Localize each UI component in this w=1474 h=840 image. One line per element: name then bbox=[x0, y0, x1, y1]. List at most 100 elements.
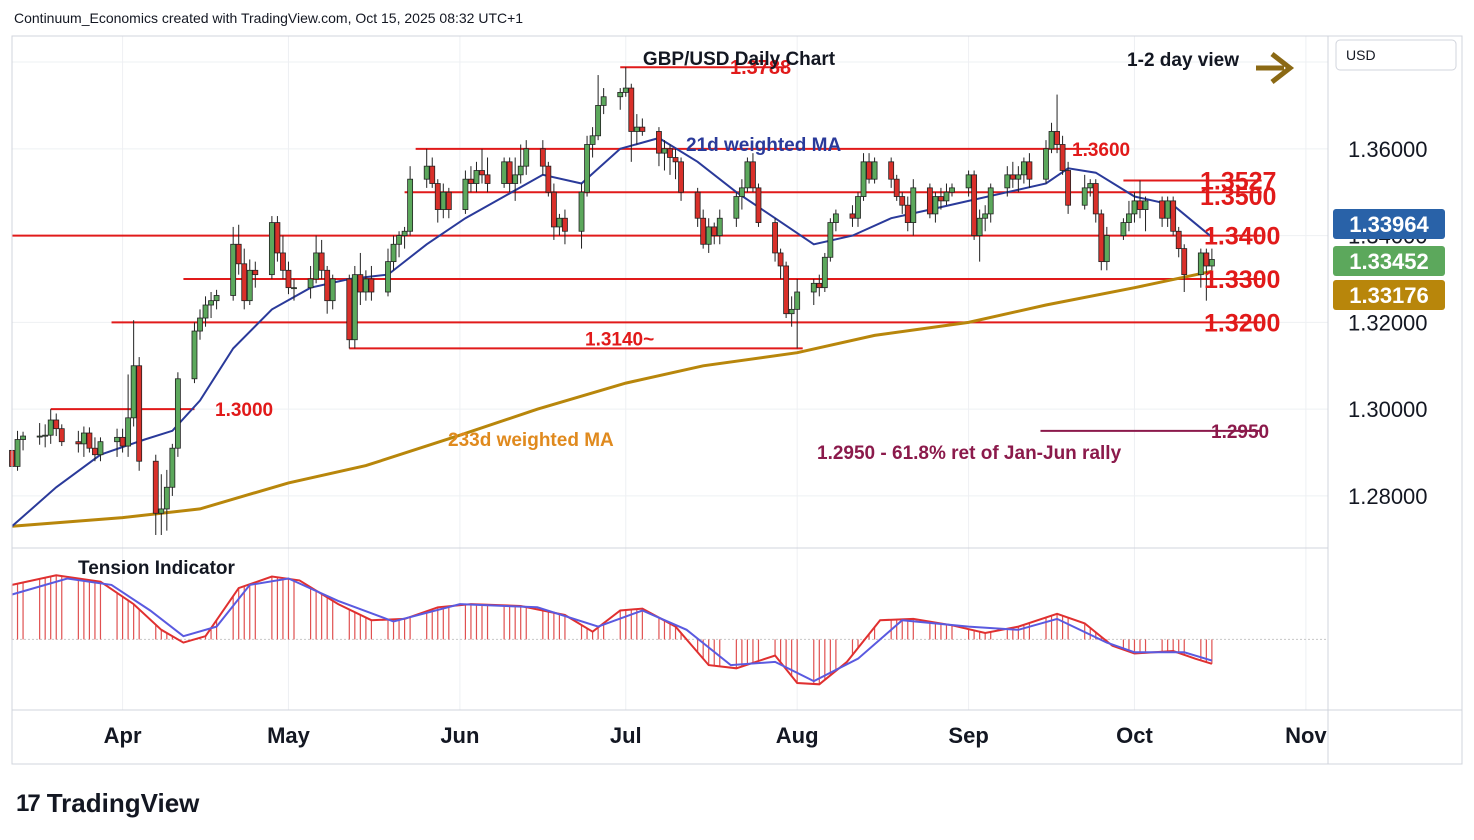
candle-body bbox=[667, 148, 673, 158]
candle-body bbox=[949, 187, 955, 193]
candle-body bbox=[1131, 200, 1138, 215]
candle-body bbox=[1126, 213, 1132, 223]
candle bbox=[407, 166, 414, 236]
candle bbox=[899, 192, 906, 214]
candle-body bbox=[241, 263, 248, 302]
candle bbox=[268, 216, 275, 279]
candle bbox=[114, 428, 120, 457]
candle bbox=[462, 170, 469, 214]
candle bbox=[512, 157, 519, 201]
candle bbox=[197, 309, 203, 340]
x-tick-label: Jul bbox=[610, 723, 642, 748]
candle-body bbox=[661, 148, 668, 154]
candle bbox=[949, 183, 955, 197]
candle bbox=[235, 224, 242, 275]
candle-body bbox=[1208, 259, 1215, 267]
candle bbox=[1065, 161, 1072, 214]
candle-body bbox=[976, 217, 983, 236]
candle bbox=[329, 274, 336, 310]
candle bbox=[434, 179, 441, 223]
candle bbox=[1208, 248, 1215, 271]
price-badge: 1.33176 bbox=[1333, 280, 1445, 310]
ma21-line bbox=[11, 136, 1213, 528]
y-tick-label: 1.32000 bbox=[1348, 310, 1428, 335]
candle-body bbox=[346, 278, 353, 341]
candle bbox=[53, 413, 60, 437]
candle bbox=[479, 148, 485, 184]
candle-body bbox=[622, 87, 629, 93]
candle bbox=[1103, 226, 1110, 271]
candle bbox=[578, 183, 585, 249]
candle-body bbox=[750, 161, 756, 189]
candle bbox=[346, 274, 353, 349]
level-label: 1.3300 bbox=[1204, 266, 1280, 294]
candle-body bbox=[484, 174, 491, 184]
candle bbox=[628, 83, 635, 162]
candle bbox=[119, 428, 126, 453]
candle bbox=[241, 248, 248, 310]
candle-body bbox=[849, 213, 856, 219]
candle-body bbox=[938, 196, 944, 202]
candle bbox=[1087, 179, 1094, 197]
level-label: 1.3788 bbox=[730, 57, 791, 79]
candle bbox=[661, 140, 668, 171]
candle bbox=[1020, 157, 1027, 184]
candle-body bbox=[1081, 187, 1088, 206]
candle bbox=[639, 118, 646, 136]
candle-body bbox=[904, 204, 911, 223]
candle-body bbox=[152, 460, 159, 514]
level-label: 1.3500 bbox=[1200, 183, 1276, 211]
candle-body bbox=[578, 191, 585, 232]
candle bbox=[938, 187, 944, 210]
candle-body bbox=[694, 191, 701, 219]
candle bbox=[866, 153, 872, 184]
candle-body bbox=[307, 278, 314, 289]
candle bbox=[672, 148, 679, 180]
candle-body bbox=[125, 417, 132, 447]
candle-body bbox=[274, 222, 281, 254]
candle bbox=[1164, 196, 1171, 227]
candle-body bbox=[705, 226, 712, 245]
candle-body bbox=[313, 252, 320, 280]
x-tick-label: Apr bbox=[104, 723, 142, 748]
candle bbox=[855, 192, 861, 227]
level-label: 1.3140~ bbox=[585, 329, 654, 350]
candle-body bbox=[368, 278, 375, 293]
candle bbox=[396, 231, 402, 258]
candle-body bbox=[213, 295, 220, 302]
candle bbox=[943, 183, 950, 206]
candle-body bbox=[932, 196, 939, 215]
candle bbox=[58, 424, 65, 447]
candle bbox=[545, 161, 552, 197]
candle-body bbox=[318, 252, 325, 271]
candle-body bbox=[788, 308, 795, 315]
tension-indicator-label: Tension Indicator bbox=[78, 558, 236, 579]
tradingview-logo-icon: 17 bbox=[16, 789, 41, 817]
candle bbox=[595, 75, 602, 141]
candle bbox=[705, 218, 712, 253]
candle-body bbox=[285, 269, 292, 289]
tradingview-brand[interactable]: 17 TradingView bbox=[16, 788, 199, 819]
candle bbox=[849, 205, 856, 227]
candle-body bbox=[58, 428, 65, 443]
candle bbox=[1015, 166, 1022, 193]
ma21-label: 21d weighted MA bbox=[686, 135, 841, 156]
candle-body bbox=[14, 439, 21, 467]
candle bbox=[744, 157, 751, 193]
candle bbox=[539, 140, 546, 175]
candle bbox=[860, 153, 867, 201]
level-label: 1.3527 bbox=[1200, 167, 1276, 195]
candle-body bbox=[158, 508, 165, 514]
candle-body bbox=[816, 282, 823, 289]
candle-body bbox=[130, 365, 137, 419]
candle-body bbox=[512, 174, 519, 184]
candle-body bbox=[42, 434, 49, 437]
brand-name: TradingView bbox=[46, 788, 200, 818]
candle-body bbox=[550, 191, 557, 228]
price-badge: 1.33452 bbox=[1333, 246, 1445, 276]
candle-body bbox=[910, 187, 917, 223]
price-badge: 1.33964 bbox=[1333, 209, 1445, 239]
candle bbox=[1197, 248, 1204, 288]
candle-body bbox=[75, 441, 82, 445]
